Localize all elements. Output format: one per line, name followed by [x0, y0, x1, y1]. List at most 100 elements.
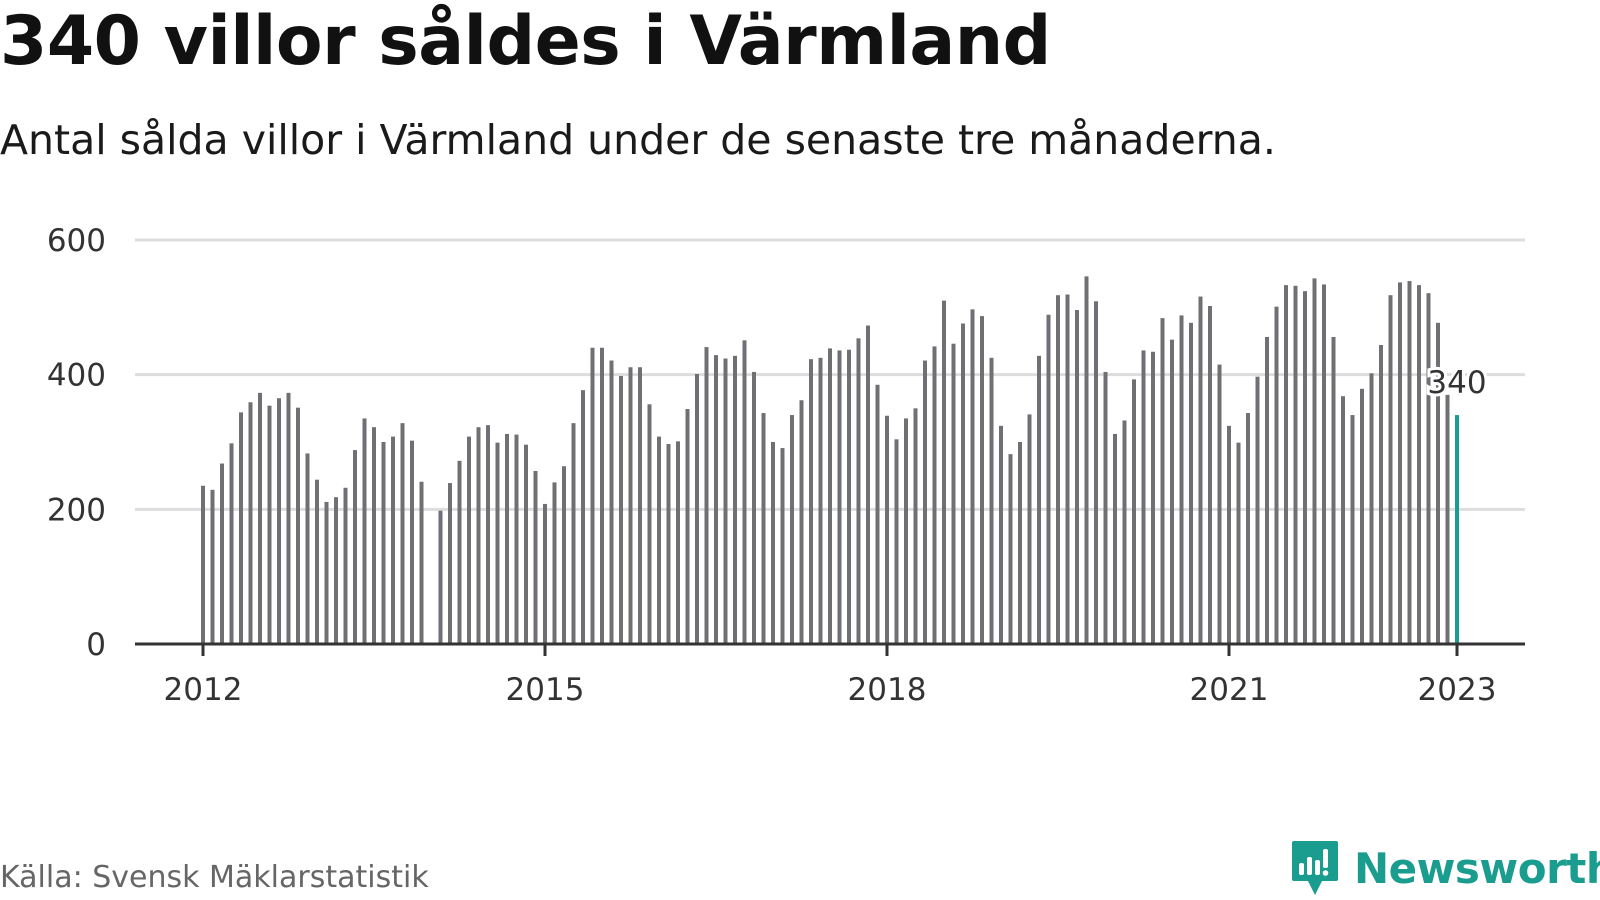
bar — [1198, 296, 1203, 644]
bar — [923, 360, 927, 644]
x-tick-label: 2023 — [1418, 672, 1497, 708]
bar — [1227, 425, 1231, 644]
bar — [419, 481, 424, 644]
bar — [1445, 394, 1450, 644]
bar — [780, 448, 785, 644]
bar — [400, 423, 405, 644]
bar — [1094, 301, 1098, 644]
bar — [932, 346, 937, 644]
bar — [913, 408, 918, 644]
bar — [353, 450, 357, 644]
bar — [562, 466, 566, 644]
bar — [533, 470, 538, 644]
bar — [514, 434, 519, 644]
bar — [1179, 315, 1184, 644]
bar — [457, 460, 462, 644]
bar — [1037, 355, 1041, 644]
bar — [267, 405, 272, 644]
bar — [1075, 310, 1079, 644]
bar — [590, 347, 595, 644]
bar — [201, 485, 205, 644]
bar — [438, 510, 443, 644]
bar — [1246, 413, 1250, 644]
bar — [771, 442, 775, 644]
chart-title: 340 villor såldes i Värmland — [0, 2, 1051, 81]
bar — [685, 409, 690, 644]
bar — [277, 398, 281, 644]
bar — [1417, 285, 1421, 644]
bar — [372, 427, 376, 644]
bar — [248, 402, 253, 644]
bar — [467, 436, 471, 644]
bar — [1141, 350, 1146, 644]
bar — [1046, 314, 1051, 644]
bar — [856, 338, 861, 644]
bar — [1065, 294, 1070, 644]
bar — [343, 487, 348, 644]
bar — [818, 357, 823, 644]
bar — [505, 433, 509, 644]
bar — [1027, 414, 1032, 644]
newsworthy-logo-icon — [1292, 841, 1338, 895]
bar — [362, 418, 367, 644]
bar — [904, 418, 908, 644]
bar — [647, 404, 652, 644]
bar — [229, 443, 234, 644]
bar-highlight — [1455, 415, 1459, 644]
x-tick-label: 2021 — [1190, 672, 1269, 708]
bar — [334, 497, 338, 644]
bar — [1312, 278, 1317, 644]
bar — [961, 323, 965, 644]
bar — [1236, 442, 1241, 644]
bar — [1284, 285, 1288, 644]
bar — [305, 453, 310, 644]
bar — [828, 348, 832, 644]
bar — [1132, 379, 1136, 644]
bar — [1160, 318, 1165, 644]
bar — [495, 442, 500, 644]
bar — [666, 444, 671, 644]
bar — [1018, 442, 1022, 644]
value-annotation: 340 — [1427, 365, 1486, 401]
bar — [704, 347, 709, 644]
bar — [1360, 388, 1364, 644]
bar — [476, 427, 481, 644]
bar — [258, 392, 262, 644]
bar — [1379, 345, 1383, 644]
bar — [942, 300, 946, 644]
bar — [1388, 295, 1393, 644]
bar — [1274, 306, 1279, 644]
bar — [714, 355, 718, 644]
chart-subtitle: Antal sålda villor i Värmland under de s… — [0, 116, 1276, 164]
bar — [695, 373, 699, 644]
bar — [1293, 285, 1298, 644]
bar — [752, 371, 756, 644]
bar — [1369, 373, 1374, 644]
bar — [1084, 276, 1089, 644]
bar — [761, 413, 766, 644]
bar — [1407, 281, 1412, 644]
y-tick-label: 200 — [47, 492, 106, 528]
bar — [723, 358, 728, 644]
bar — [866, 325, 870, 644]
bar — [581, 390, 585, 644]
bar — [571, 423, 576, 644]
bar — [286, 392, 291, 644]
bar — [799, 400, 804, 644]
bar — [970, 309, 975, 644]
bar — [742, 340, 747, 644]
bar — [609, 360, 614, 644]
bar — [1113, 433, 1117, 644]
bar — [486, 425, 490, 644]
bar — [315, 479, 319, 644]
bar — [894, 439, 899, 644]
y-tick-label: 400 — [47, 358, 106, 394]
bar — [1189, 322, 1193, 644]
bar — [1208, 305, 1212, 644]
bar — [1103, 371, 1108, 644]
bar — [1151, 351, 1155, 644]
bar — [638, 367, 642, 644]
brand-name: Newsworthy — [1354, 843, 1600, 893]
bar — [324, 501, 329, 644]
bar — [210, 489, 215, 644]
